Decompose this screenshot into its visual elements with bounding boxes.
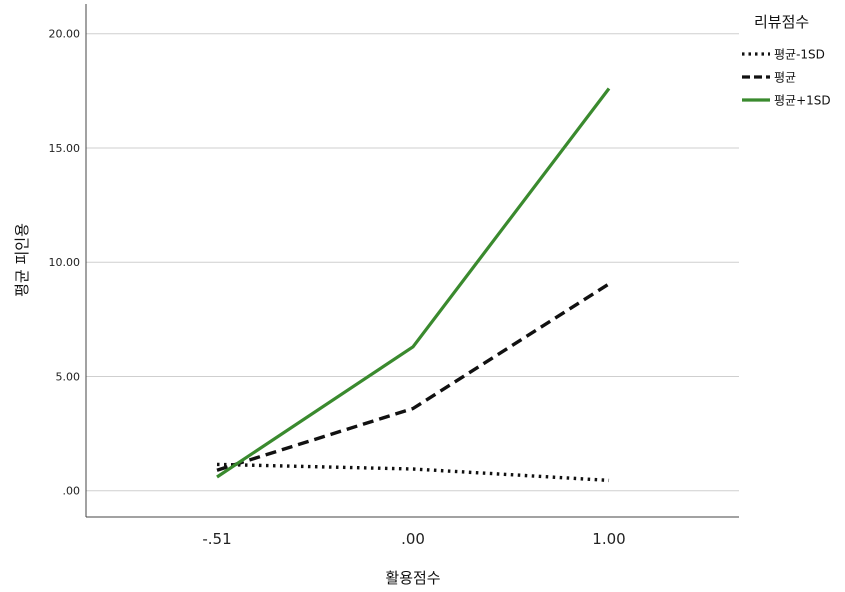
x-tick-label: 1.00 [592, 530, 625, 548]
y-tick-label: 15.00 [49, 142, 81, 155]
x-axis-title: 활용점수 [385, 569, 440, 587]
legend-label: 평균 [774, 71, 796, 85]
y-tick-labels: .00 5.00 10.00 15.00 20.00 [49, 28, 81, 498]
y-tick-label: 10.00 [49, 256, 81, 269]
x-tick-label: -.51 [202, 530, 231, 548]
legend-label: 평균+1SD [774, 94, 831, 108]
legend-label: 평균-1SD [774, 48, 825, 62]
y-tick-label: 20.00 [49, 28, 81, 41]
gridlines [86, 33, 739, 492]
x-tick-labels: -.51 .00 1.00 [202, 530, 625, 548]
series-line-3 [216, 87, 611, 479]
series-lines [216, 87, 611, 483]
series-line-1 [216, 462, 610, 483]
series-line-2 [216, 282, 610, 472]
y-tick-label: 5.00 [56, 370, 81, 383]
x-tick-label: .00 [401, 530, 425, 548]
y-tick-label: .00 [63, 485, 81, 498]
y-axis-title: 평균 피인용 [13, 223, 31, 297]
axes [85, 4, 739, 518]
legend-title: 리뷰점수 [754, 13, 809, 31]
